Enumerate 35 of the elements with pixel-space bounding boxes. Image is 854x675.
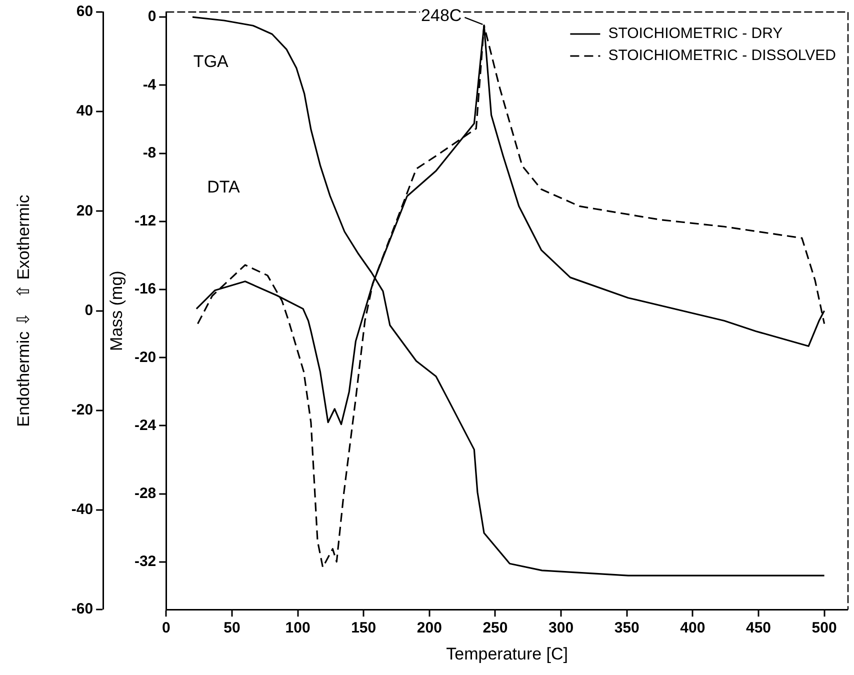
x-tick-label: 50 — [224, 620, 240, 637]
y2-tick-label: -20 — [134, 348, 156, 366]
x-tick-label: 200 — [416, 620, 442, 637]
x-tick-label: 150 — [351, 620, 376, 637]
x-tick-label: 350 — [614, 620, 640, 637]
y-tick-label: -40 — [71, 501, 94, 518]
y2-tick-label: -24 — [134, 416, 157, 434]
x-tick-label: 450 — [746, 620, 772, 637]
x-tick-label: 250 — [482, 620, 508, 637]
y-tick-label: 20 — [76, 202, 94, 220]
annotation: 248C — [421, 6, 462, 26]
x-tick-label: 0 — [162, 620, 170, 637]
y2-tick-label: -8 — [142, 144, 156, 162]
y2-tick-label: -4 — [142, 76, 157, 94]
annotation: TGA — [193, 52, 230, 72]
y-tick-label: 0 — [84, 302, 94, 319]
y2-tick-label: -32 — [134, 553, 156, 570]
y-tick-label: -20 — [71, 402, 94, 419]
y2-tick-label: -12 — [134, 212, 156, 230]
y-tick-label: 60 — [76, 3, 94, 20]
annotation: DTA — [207, 178, 240, 197]
legend-label: STOICHIOMETRIC - DISSOLVED — [608, 47, 836, 64]
y2-tick-label: 0 — [148, 8, 156, 26]
x-tick-label: 300 — [548, 620, 574, 637]
x-tick-label: 100 — [285, 620, 310, 637]
y-tick-label: -60 — [71, 600, 94, 618]
y-tick-label: 40 — [76, 102, 94, 120]
y2-tick-label: -28 — [134, 484, 156, 502]
x-axis-title: Temperature [C] — [446, 644, 568, 664]
y2-tick-label: -16 — [134, 280, 156, 298]
legend-label: STOICHIOMETRIC - DRY — [608, 25, 783, 42]
y-axis-title: Endothermic ⇩ ⇧ Exothermic — [14, 194, 33, 427]
y2-axis-title: Mass (mg) — [106, 270, 126, 351]
x-tick-label: 500 — [812, 620, 837, 637]
x-tick-label: 400 — [680, 620, 706, 637]
